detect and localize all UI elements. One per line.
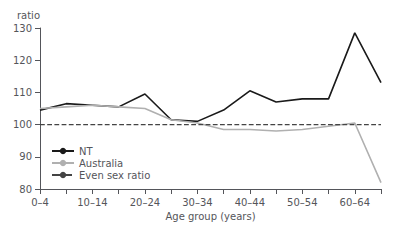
svg-text:ratio: ratio	[17, 10, 40, 21]
svg-text:110: 110	[13, 87, 32, 98]
svg-text:Australia: Australia	[79, 158, 123, 169]
svg-text:10–14: 10–14	[77, 197, 107, 208]
svg-text:120: 120	[13, 55, 32, 66]
svg-text:20–24: 20–24	[130, 197, 160, 208]
svg-text:40–44: 40–44	[235, 197, 265, 208]
svg-text:80: 80	[19, 184, 32, 195]
svg-text:Even sex ratio: Even sex ratio	[79, 170, 150, 181]
svg-text:50–54: 50–54	[287, 197, 317, 208]
svg-text:NT: NT	[79, 146, 93, 157]
svg-text:30–34: 30–34	[182, 197, 212, 208]
svg-text:100: 100	[13, 119, 32, 130]
svg-text:90: 90	[19, 151, 32, 162]
svg-text:60–64: 60–64	[340, 197, 370, 208]
svg-text:Age group (years): Age group (years)	[165, 211, 255, 222]
svg-text:0–4: 0–4	[31, 197, 49, 208]
svg-text:130: 130	[13, 23, 32, 34]
